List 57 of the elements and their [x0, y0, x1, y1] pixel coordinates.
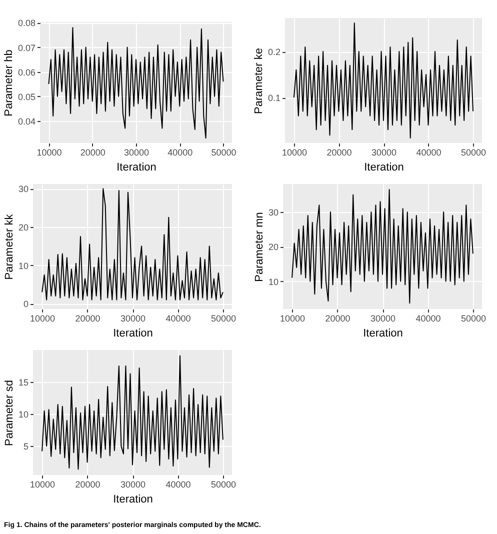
line-series	[48, 27, 224, 139]
x-tick-label: 50000	[210, 314, 236, 324]
x-tick-label: 40000	[416, 314, 441, 324]
y-axis-title: Parameter mn	[253, 212, 266, 282]
y-tick-label: 20	[268, 242, 278, 252]
y-tick-label: 0.07	[18, 42, 36, 53]
y-tick-label: 10	[18, 260, 28, 271]
y-tick-label: 0	[23, 299, 28, 310]
y-tick-label: 0.06	[18, 67, 36, 78]
line-series	[42, 355, 224, 470]
y-tick-label: 10	[18, 410, 28, 420]
y-tick-label: 0.04	[18, 116, 36, 126]
y-tick-label: 30	[18, 184, 28, 194]
line-series	[293, 22, 474, 138]
x-tick-label: 30000	[124, 148, 150, 158]
x-tick-label: 20000	[75, 480, 100, 490]
y-tick-label: 15	[18, 378, 28, 388]
line-series	[292, 189, 474, 304]
y-axis-title: Parameter sd	[3, 380, 16, 446]
x-tick-label: 10000	[36, 148, 62, 158]
x-tick-label: 10000	[30, 480, 56, 490]
x-tick-label: 50000	[460, 314, 486, 324]
y-tick-label: 10	[268, 276, 278, 287]
x-axis-title: Iteration	[363, 328, 403, 340]
x-tick-label: 10000	[280, 314, 306, 324]
x-axis-title: Iteration	[113, 494, 153, 506]
x-tick-label: 20000	[80, 148, 106, 158]
x-tick-label: 20000	[75, 314, 100, 324]
y-axis-title: Parameter hb	[2, 50, 15, 116]
x-axis-title: Iteration	[113, 328, 153, 340]
x-tick-label: 50000	[211, 148, 236, 158]
y-tick-label: 5	[23, 442, 28, 452]
x-tick-label: 30000	[371, 148, 397, 158]
x-axis-title: Iteration	[116, 162, 156, 174]
x-tick-label: 40000	[166, 480, 191, 490]
x-tick-label: 30000	[370, 314, 396, 324]
y-tick-label: 20	[18, 222, 28, 232]
x-axis-title: Iteration	[364, 162, 404, 174]
x-tick-label: 20000	[326, 148, 352, 158]
x-tick-label: 50000	[210, 480, 236, 490]
x-tick-label: 30000	[120, 480, 146, 490]
y-tick-label: 0.1	[268, 93, 280, 104]
line-series	[42, 188, 224, 300]
y-tick-label: 30	[268, 208, 278, 218]
x-tick-label: 50000	[461, 148, 486, 158]
y-axis-title: Parameter ke	[252, 48, 265, 114]
x-tick-label: 10000	[282, 148, 307, 158]
x-tick-label: 30000	[120, 314, 146, 324]
y-tick-label: 0.08	[18, 18, 36, 28]
x-tick-label: 40000	[168, 148, 193, 158]
y-tick-label: 0.05	[18, 92, 36, 102]
x-tick-label: 10000	[30, 314, 56, 324]
x-tick-label: 40000	[166, 314, 191, 324]
y-tick-label: 0.2	[268, 47, 280, 58]
x-tick-label: 20000	[325, 314, 350, 324]
y-axis-title: Parameter kk	[3, 214, 16, 280]
x-tick-label: 40000	[416, 148, 442, 158]
